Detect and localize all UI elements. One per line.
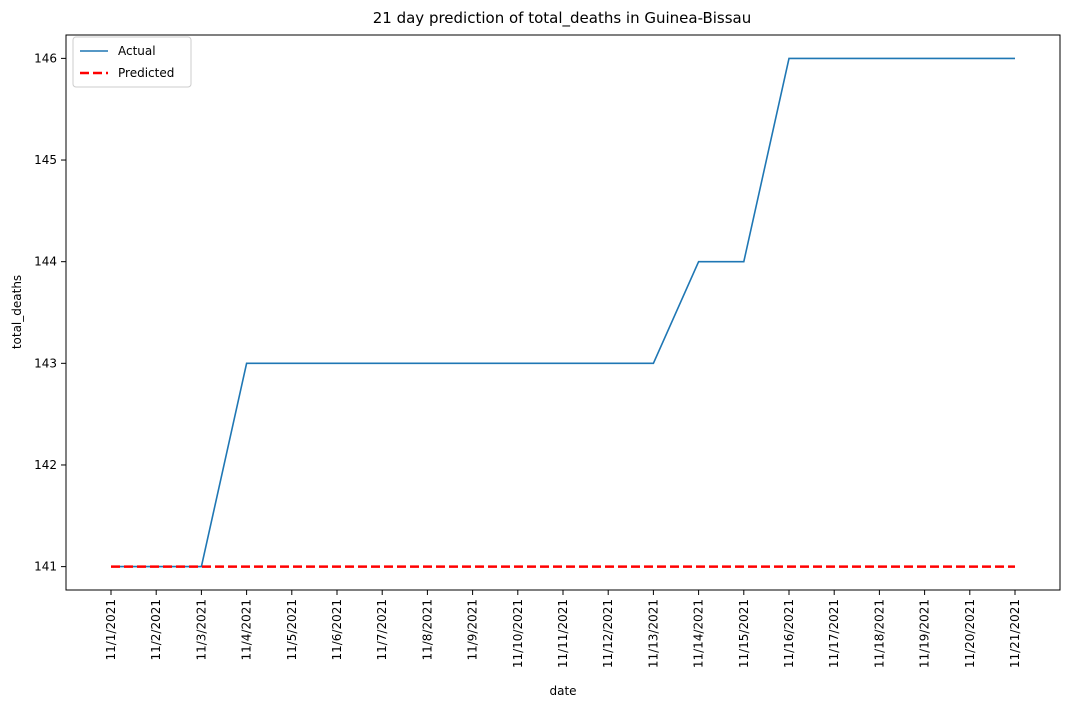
legend-box	[72, 36, 192, 88]
x-tick-label: 11/7/2021	[375, 599, 389, 661]
y-tick-label: 143	[34, 356, 57, 370]
x-tick-label: 11/4/2021	[240, 599, 254, 661]
x-tick-label: 11/1/2021	[104, 599, 118, 661]
x-tick-label: 11/3/2021	[194, 599, 208, 661]
chart-title: 21 day prediction of total_deaths in Gui…	[373, 9, 752, 28]
y-axis-label: total_deaths	[10, 275, 24, 349]
legend-label-predicted: Predicted	[118, 66, 174, 80]
x-tick-label: 11/20/2021	[963, 599, 977, 668]
x-tick-label: 11/9/2021	[466, 599, 480, 661]
x-tick-label: 11/17/2021	[827, 599, 841, 668]
y-tick-label: 141	[34, 560, 57, 574]
y-axis: 141 142 143 144 145 146	[34, 51, 66, 574]
x-tick-label: 11/13/2021	[646, 599, 660, 668]
x-axis-label: date	[549, 684, 576, 698]
x-tick-label: 11/10/2021	[511, 599, 525, 668]
legend: Actual Predicted	[72, 36, 192, 88]
x-tick-label: 11/18/2021	[872, 599, 886, 668]
y-tick-label: 142	[34, 458, 57, 472]
x-tick-label: 11/12/2021	[601, 599, 615, 668]
x-tick-label: 11/8/2021	[420, 599, 434, 661]
x-tick-label: 11/2/2021	[149, 599, 163, 661]
x-tick-label: 11/21/2021	[1008, 599, 1022, 668]
x-tick-label: 11/14/2021	[692, 599, 706, 668]
series-line-actual	[111, 57, 1015, 568]
x-tick-label: 11/11/2021	[556, 599, 570, 668]
series-lines	[111, 57, 1015, 568]
x-tick-label: 11/19/2021	[918, 599, 932, 668]
x-axis: 11/1/2021 11/2/2021 11/3/2021 11/4/2021 11/5…	[104, 590, 1022, 668]
x-tick-label: 11/15/2021	[737, 599, 751, 668]
x-tick-label: 11/16/2021	[782, 599, 796, 668]
legend-label-actual: Actual	[118, 44, 156, 58]
x-tick-label: 11/5/2021	[285, 599, 299, 661]
y-tick-label: 146	[34, 51, 57, 65]
y-tick-label: 144	[34, 255, 57, 269]
y-tick-label: 145	[34, 153, 57, 167]
x-tick-label: 11/6/2021	[330, 599, 344, 661]
